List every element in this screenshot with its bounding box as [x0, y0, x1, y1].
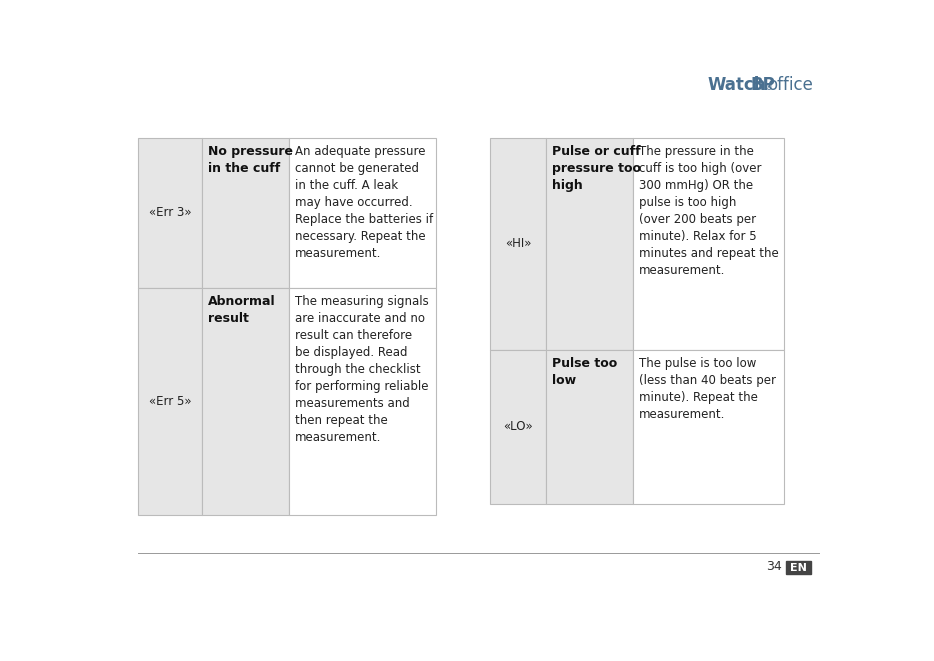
Text: The pressure in the
cuff is too high (over
300 mmHg) OR the
pulse is too high
(o: The pressure in the cuff is too high (ov… [639, 145, 779, 277]
Bar [289, 288, 436, 515]
Bar [289, 138, 436, 288]
Text: Abnormal
result: Abnormal result [208, 295, 276, 325]
Text: An adequate pressure
cannot be generated
in the cuff. A leak
may have occurred.
: An adequate pressure cannot be generated… [295, 145, 433, 260]
Bar [490, 350, 546, 504]
Bar [202, 138, 289, 288]
Text: 34: 34 [766, 561, 782, 573]
Text: office: office [767, 76, 813, 94]
Bar [546, 350, 633, 504]
Bar [490, 138, 546, 350]
Text: No pressure
in the cuff: No pressure in the cuff [208, 145, 293, 175]
Text: The measuring signals
are inaccurate and no
result can therefore
be displayed. R: The measuring signals are inaccurate and… [295, 295, 429, 444]
Text: ®: ® [765, 83, 773, 92]
Bar [785, 561, 811, 574]
Bar [633, 350, 784, 504]
Text: EN: EN [790, 563, 807, 573]
Bar [546, 138, 633, 350]
Text: BP: BP [751, 76, 775, 94]
Text: The pulse is too low
(less than 40 beats per
minute). Repeat the
measurement.: The pulse is too low (less than 40 beats… [639, 356, 776, 420]
Text: «Err 3»: «Err 3» [149, 206, 191, 219]
Bar [138, 138, 202, 288]
Text: Pulse or cuff
pressure too
high: Pulse or cuff pressure too high [552, 145, 642, 192]
Text: Watch: Watch [707, 76, 766, 94]
Bar [138, 288, 202, 515]
Text: «LO»: «LO» [503, 420, 533, 433]
Text: «HI»: «HI» [505, 237, 531, 251]
Text: Pulse too
low: Pulse too low [552, 356, 617, 387]
Bar [633, 138, 784, 350]
Bar [202, 288, 289, 515]
Text: «Err 5»: «Err 5» [149, 395, 191, 408]
